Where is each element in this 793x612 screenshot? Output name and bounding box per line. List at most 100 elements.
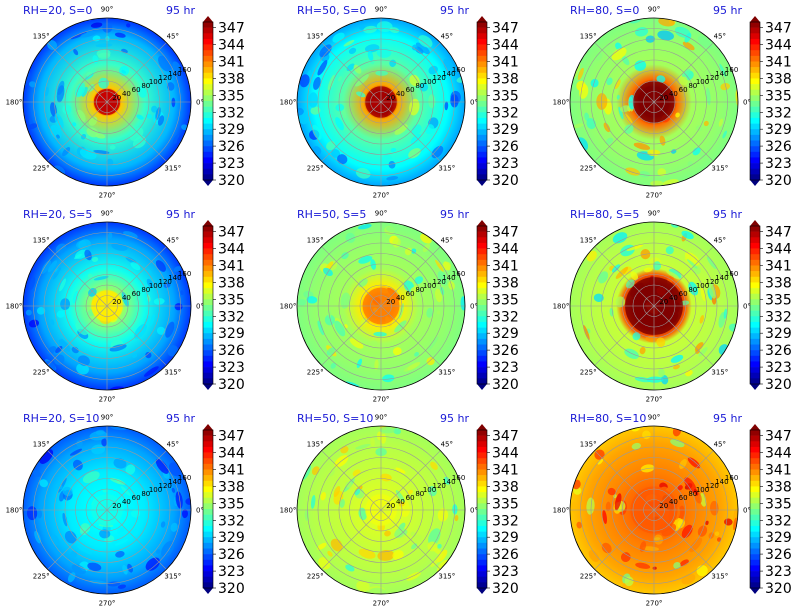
- colorbar-segment: [750, 463, 760, 470]
- field-cell: [341, 252, 349, 260]
- angular-tick-label: 135°: [580, 441, 597, 449]
- colorbar-segment: [750, 259, 760, 266]
- colorbar-segment: [203, 565, 213, 572]
- colorbar-segment: [477, 452, 487, 459]
- colorbar-segment: [477, 78, 487, 85]
- field-cell: [410, 286, 419, 293]
- radial-tick-label: 160: [178, 66, 191, 74]
- colorbar-segment: [477, 430, 487, 436]
- field-cell: [146, 278, 153, 288]
- field-cell: [29, 277, 36, 290]
- colorbar-segment: [203, 55, 213, 62]
- field-cell: [155, 260, 166, 272]
- colorbar-segment: [477, 44, 487, 51]
- field-cell: [414, 276, 424, 285]
- field-cell: [653, 261, 662, 271]
- field-cell: [452, 504, 458, 515]
- field-cell: [635, 27, 649, 37]
- colorbar-segment: [477, 571, 487, 578]
- field-cell: [685, 369, 693, 377]
- colorbar-segment: [750, 367, 760, 374]
- colorbar-tick-label: 323: [765, 156, 792, 172]
- polar-frame: [22, 221, 192, 391]
- colorbar-segment: [750, 525, 760, 532]
- colorbar-segment: [477, 486, 487, 493]
- colorbar-segment: [750, 446, 760, 453]
- field-cell: [643, 267, 653, 273]
- field-cell: [105, 35, 110, 42]
- field-cell: [98, 77, 109, 89]
- field-cell: [394, 320, 407, 333]
- colorbar-frame: [749, 21, 761, 181]
- angular-gridline: [594, 450, 655, 511]
- field-cell: [373, 331, 387, 337]
- panel-title: RH=80, S=5: [570, 208, 640, 221]
- colorbar-tick-label: 320: [492, 377, 519, 393]
- field-cell: [435, 259, 444, 272]
- field-cell: [718, 118, 724, 127]
- field-cell: [74, 82, 86, 98]
- colorbar-segment: [477, 520, 487, 527]
- field-cell: [607, 487, 616, 496]
- field-cell: [384, 530, 391, 537]
- field-cell: [317, 542, 327, 550]
- angular-gridline: [594, 42, 655, 103]
- colorbar-segment: [203, 503, 213, 510]
- colorbar-segment: [750, 475, 760, 482]
- field-cell: [427, 485, 437, 497]
- angular-gridline: [321, 450, 382, 511]
- colorbar-segment: [477, 22, 487, 28]
- field-cell: [132, 135, 147, 149]
- angular-gridline: [106, 305, 167, 366]
- colorbar-segment: [477, 299, 487, 306]
- colorbar-tick-label: 320: [765, 377, 792, 393]
- colorbar-segment: [477, 463, 487, 470]
- colorbar-segment: [477, 151, 487, 158]
- angular-gridline: [653, 509, 714, 570]
- panel-title: RH=20, S=5: [23, 208, 93, 221]
- colorbar-segment: [750, 565, 760, 572]
- field-cell: [331, 148, 341, 158]
- colorbar-segment: [750, 441, 760, 448]
- angular-tick-label: 135°: [307, 33, 324, 41]
- field-cell: [668, 268, 682, 279]
- colorbar-tick-label: 323: [218, 564, 245, 580]
- field-cell: [367, 50, 374, 61]
- colorbar-segment: [477, 367, 487, 374]
- colorbar-segment: [750, 548, 760, 555]
- field-cell: [175, 491, 183, 509]
- colorbar-segment: [477, 503, 487, 510]
- field-cell: [722, 130, 727, 139]
- field-cell: [595, 52, 603, 61]
- panel-rh80-s5: RH=80, S=5 95 hr 90° 45° 0° 315° 270° 225° 180° 1…: [547, 204, 793, 408]
- colorbar-segment: [750, 38, 760, 45]
- field-cell: [382, 154, 393, 164]
- field-cell: [327, 74, 335, 91]
- colorbar-segment: [203, 33, 213, 40]
- colorbar-tick-label: 338: [492, 479, 519, 495]
- field-cell: [410, 534, 422, 547]
- field-cell: [181, 509, 189, 519]
- field-cell: [657, 30, 675, 41]
- field-cell: [126, 23, 131, 28]
- panel-time-label: 95 hr: [713, 412, 742, 425]
- colorbar-segment: [750, 248, 760, 255]
- field-cell: [56, 134, 60, 139]
- colorbar-segment: [750, 129, 760, 136]
- colorbar-tick-label: 332: [492, 309, 519, 325]
- colorbar-segment: [203, 265, 213, 272]
- colorbar-segment: [477, 129, 487, 136]
- colorbar-segment: [477, 446, 487, 453]
- field-cell: [659, 135, 666, 146]
- colorbar-segment: [477, 378, 487, 385]
- colorbar-segment: [203, 486, 213, 493]
- colorbar-tick-label: 344: [492, 446, 519, 462]
- angular-tick-label: 90°: [375, 414, 387, 422]
- radial-tick-label: 40: [122, 498, 131, 506]
- radial-tick-label: 60: [406, 494, 415, 502]
